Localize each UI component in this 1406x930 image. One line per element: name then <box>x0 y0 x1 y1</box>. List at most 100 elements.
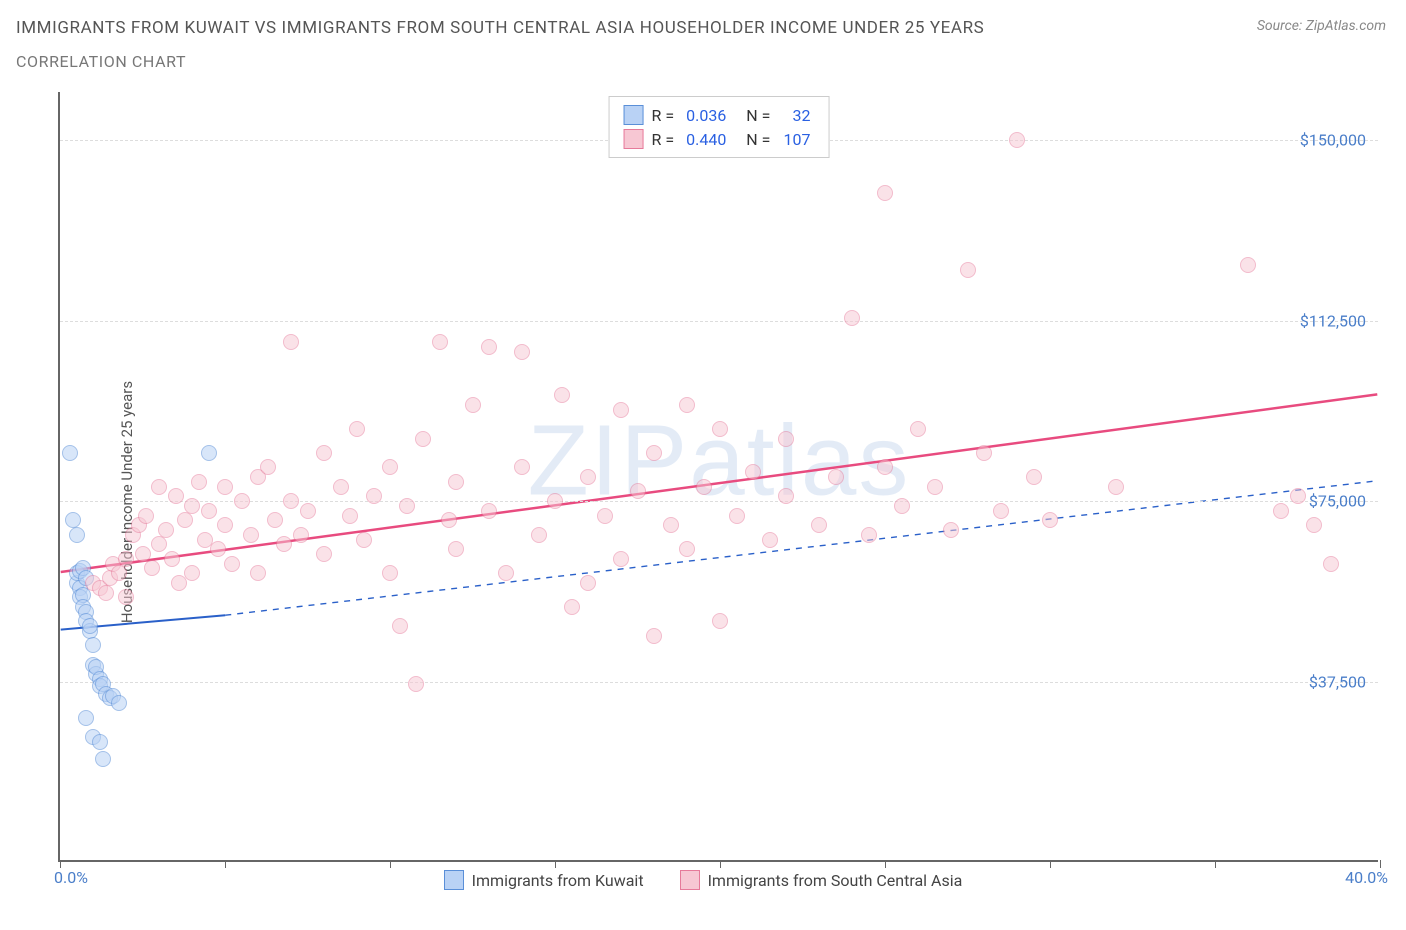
data-point-sca <box>234 493 250 509</box>
x-tick <box>225 860 226 868</box>
data-point-sca <box>1273 503 1289 519</box>
data-point-sca <box>201 503 217 519</box>
data-point-sca <box>580 575 596 591</box>
y-tick-label: $37,500 <box>1309 672 1366 691</box>
data-point-sca <box>663 517 679 533</box>
data-point-kuwait <box>201 445 217 461</box>
data-point-sca <box>554 387 570 403</box>
data-point-sca <box>342 508 358 524</box>
legend-swatch-kuwait <box>444 870 464 890</box>
y-tick-label: $112,500 <box>1300 311 1366 330</box>
legend-stat-row-sca: R = 0.440 N = 107 <box>624 127 815 151</box>
chart-subtitle: CORRELATION CHART <box>0 48 1406 71</box>
data-point-sca <box>564 599 580 615</box>
data-point-sca <box>118 551 134 567</box>
legend-r-value: 0.440 <box>682 130 730 149</box>
data-point-sca <box>392 618 408 634</box>
data-point-sca <box>580 469 596 485</box>
data-point-sca <box>1240 257 1256 273</box>
data-point-sca <box>646 445 662 461</box>
x-tick <box>1215 860 1216 868</box>
legend-r-label: R = <box>652 130 675 149</box>
plot-area: ZIPatlas R =0.036 N =32R =0.440 N =107 $… <box>58 92 1378 862</box>
x-tick <box>1050 860 1051 868</box>
data-point-sca <box>498 565 514 581</box>
data-point-sca <box>712 613 728 629</box>
chart-container: Householder Income Under 25 years ZIPatl… <box>16 92 1390 912</box>
data-point-kuwait <box>62 445 78 461</box>
legend-n-value: 32 <box>778 106 814 125</box>
data-point-kuwait <box>82 618 98 634</box>
data-point-sca <box>267 512 283 528</box>
data-point-sca <box>877 459 893 475</box>
data-point-sca <box>250 565 266 581</box>
gridline <box>60 321 1378 322</box>
y-tick-label: $150,000 <box>1300 131 1366 150</box>
x-tick <box>390 860 391 868</box>
data-point-sca <box>1026 469 1042 485</box>
data-point-sca <box>135 546 151 562</box>
data-point-sca <box>333 479 349 495</box>
data-point-sca <box>1323 556 1339 572</box>
data-point-sca <box>144 560 160 576</box>
legend-r-value: 0.036 <box>682 106 730 125</box>
data-point-sca <box>778 488 794 504</box>
data-point-kuwait <box>111 695 127 711</box>
data-point-sca <box>877 185 893 201</box>
data-point-sca <box>1108 479 1124 495</box>
data-point-sca <box>927 479 943 495</box>
data-point-sca <box>243 527 259 543</box>
data-point-sca <box>217 479 233 495</box>
data-point-kuwait <box>65 512 81 528</box>
data-point-sca <box>514 344 530 360</box>
x-tick <box>555 860 556 868</box>
data-point-kuwait <box>92 734 108 750</box>
data-point-sca <box>481 339 497 355</box>
series-legend: Immigrants from Kuwait Immigrants from So… <box>16 870 1390 894</box>
legend-label-kuwait: Immigrants from Kuwait <box>472 871 644 890</box>
data-point-sca <box>164 551 180 567</box>
data-point-sca <box>260 459 276 475</box>
data-point-sca <box>276 536 292 552</box>
data-point-sca <box>283 493 299 509</box>
data-point-sca <box>696 479 712 495</box>
data-point-sca <box>316 546 332 562</box>
data-point-sca <box>300 503 316 519</box>
data-point-sca <box>382 565 398 581</box>
data-point-sca <box>168 488 184 504</box>
legend-stat-row-kuwait: R =0.036 N =32 <box>624 103 815 127</box>
data-point-sca <box>811 517 827 533</box>
data-point-sca <box>432 334 448 350</box>
x-tick <box>60 860 61 868</box>
data-point-sca <box>597 508 613 524</box>
data-point-sca <box>210 541 226 557</box>
data-point-sca <box>1009 132 1025 148</box>
data-point-sca <box>111 565 127 581</box>
source-attribution: Source: ZipAtlas.com <box>1257 18 1386 34</box>
data-point-sca <box>613 551 629 567</box>
x-tick <box>720 860 721 868</box>
data-point-kuwait <box>85 637 101 653</box>
data-point-sca <box>679 397 695 413</box>
data-point-sca <box>151 479 167 495</box>
data-point-sca <box>118 589 134 605</box>
data-point-sca <box>531 527 547 543</box>
data-point-sca <box>762 532 778 548</box>
data-point-sca <box>1290 488 1306 504</box>
legend-n-label: N = <box>738 130 770 149</box>
data-point-sca <box>217 517 233 533</box>
data-point-sca <box>630 483 646 499</box>
legend-item-sca: Immigrants from South Central Asia <box>680 870 963 890</box>
data-point-kuwait <box>95 751 111 767</box>
legend-n-value: 107 <box>778 130 814 149</box>
data-point-sca <box>976 445 992 461</box>
data-point-sca <box>712 421 728 437</box>
data-point-sca <box>745 464 761 480</box>
data-point-sca <box>514 459 530 475</box>
data-point-sca <box>224 556 240 572</box>
gridline <box>60 501 1378 502</box>
legend-item-kuwait: Immigrants from Kuwait <box>444 870 644 890</box>
data-point-sca <box>191 474 207 490</box>
data-point-sca <box>448 474 464 490</box>
data-point-sca <box>441 512 457 528</box>
